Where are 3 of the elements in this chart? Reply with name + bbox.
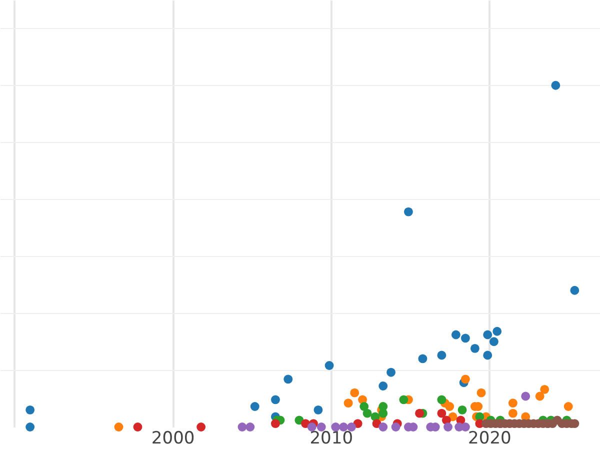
x-tick-label: 2010 — [310, 428, 354, 448]
x-tick-label: 2000 — [151, 428, 195, 448]
x-tick-label: 2020 — [468, 428, 512, 448]
